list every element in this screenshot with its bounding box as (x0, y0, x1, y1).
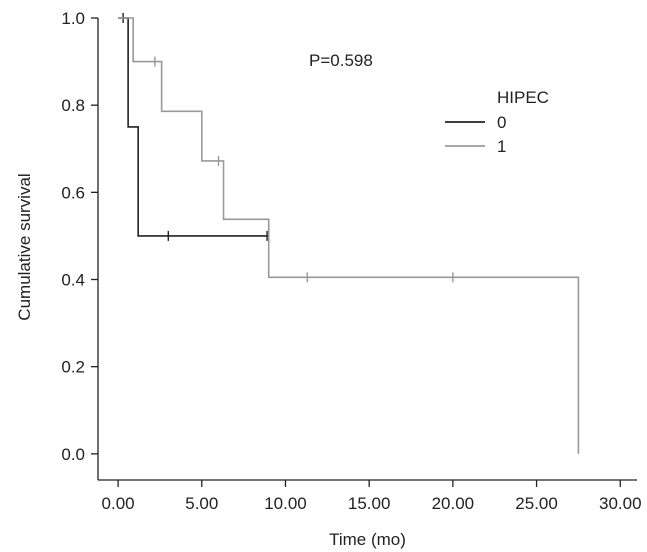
y-tick-label: 0.6 (61, 183, 85, 202)
legend-label-hipec-0: 0 (497, 113, 506, 132)
y-axis-title: Cumulative survival (15, 173, 34, 320)
x-tick-label: 10.00 (264, 494, 307, 513)
legend-title: HIPEC (497, 88, 549, 107)
x-tick-label: 15.00 (348, 494, 391, 513)
y-tick-label: 0.8 (61, 96, 85, 115)
x-tick-label: 5.00 (185, 494, 218, 513)
x-tick-label: 20.00 (432, 494, 475, 513)
y-tick-label: 0.4 (61, 271, 85, 290)
x-axis-title: Time (mo) (329, 530, 406, 549)
ticks: 0.0 0.2 0.4 0.6 0.8 1.0 0.00 5.00 10.00 15.00 20.0… (61, 9, 641, 513)
y-tick-label: 1.0 (61, 9, 85, 28)
legend: HIPEC 01 (445, 88, 549, 156)
p-value-annotation: P=0.598 (309, 51, 373, 70)
x-tick-label: 30.00 (599, 494, 642, 513)
legend-entries: 01 (445, 113, 506, 156)
series-line-hipec-0 (118, 17, 269, 237)
x-tick-label: 25.00 (515, 494, 558, 513)
x-tick-label: 0.00 (102, 494, 135, 513)
series-group (118, 13, 580, 454)
y-tick-label: 0.0 (61, 445, 85, 464)
legend-label-hipec-1: 1 (497, 137, 506, 156)
axes (97, 18, 637, 481)
series-line-hipec-1 (118, 17, 580, 454)
y-tick-label: 0.2 (61, 358, 85, 377)
